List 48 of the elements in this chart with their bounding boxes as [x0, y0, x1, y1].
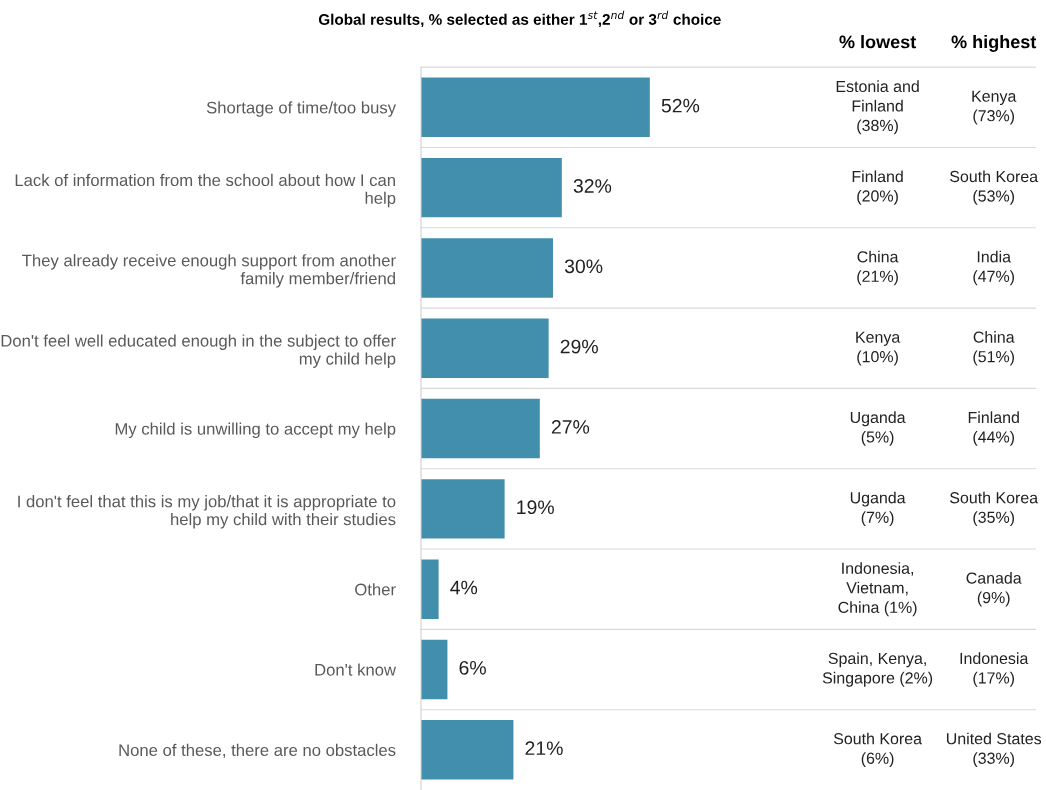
- data-label: 6%: [459, 660, 486, 675]
- text: South Korea (53%): [950, 170, 1039, 205]
- bar: [421, 238, 554, 298]
- text: United States (33%): [946, 732, 1042, 768]
- bar: [421, 479, 505, 539]
- text: India (47%): [973, 250, 1015, 286]
- y-tick-label: I don't feel that this is my job/that it is appropriate to help my child with their studies: [18, 495, 396, 529]
- y-tick-label: Lack of information from the school about how I can help: [15, 173, 396, 208]
- text: Finland (20%): [852, 170, 903, 205]
- bar: [421, 77, 650, 138]
- y-tick-label: My child is unwilling to accept my help: [115, 422, 396, 439]
- y-tick-label: Other: [355, 583, 396, 596]
- text: Uganda (7%): [850, 491, 906, 527]
- text: Kenya (73%): [972, 90, 1017, 125]
- text: Estonia and Finland (38%): [836, 80, 919, 135]
- data-label: 30%: [564, 259, 603, 274]
- text: China (51%): [973, 331, 1015, 366]
- text: % highest: [951, 34, 1037, 52]
- data-label: 19%: [517, 500, 554, 515]
- bar: [421, 559, 439, 619]
- y-tick-label: Shortage of time/too busy: [206, 101, 396, 117]
- data-label: 32%: [573, 179, 612, 193]
- y-tick-label: Don't know: [315, 663, 397, 676]
- data-label: 27%: [551, 420, 590, 434]
- text: Kenya (10%): [856, 331, 901, 366]
- bar: [421, 398, 540, 459]
- y-tick-label: They already receive enough support from another family member/friend: [22, 254, 396, 288]
- text: Finland (44%): [968, 411, 1019, 446]
- text: South Korea (35%): [950, 491, 1039, 527]
- data-label: 29%: [560, 339, 598, 354]
- bar: [421, 318, 549, 378]
- bar: [421, 720, 514, 780]
- text: China (21%): [857, 250, 899, 286]
- data-label: 4%: [450, 580, 478, 595]
- text: Spain, Kenya, Singapore (2%): [822, 652, 933, 687]
- text: South Korea (6%): [833, 732, 922, 768]
- bar: [421, 157, 562, 218]
- chart-title: Global results, % selected as either 1$^{st}$,2$^{nd}$ or 3$^{rd}$ choice: [318, 10, 721, 28]
- text: Indonesia, Vietnam, China (1%): [838, 562, 917, 617]
- data-label: 52%: [661, 98, 700, 113]
- data-label: 21%: [525, 741, 563, 755]
- y-tick-label: None of these, there are no obstacles: [119, 743, 396, 759]
- text: Canada (9%): [966, 572, 1022, 607]
- bar: [421, 639, 448, 700]
- y-tick-label: Don't feel well educated enough in the subject to offer my child help: [1, 334, 396, 368]
- text: % lowest: [839, 35, 916, 49]
- text: Indonesia (17%): [960, 652, 1029, 687]
- text: Uganda (5%): [850, 411, 906, 446]
